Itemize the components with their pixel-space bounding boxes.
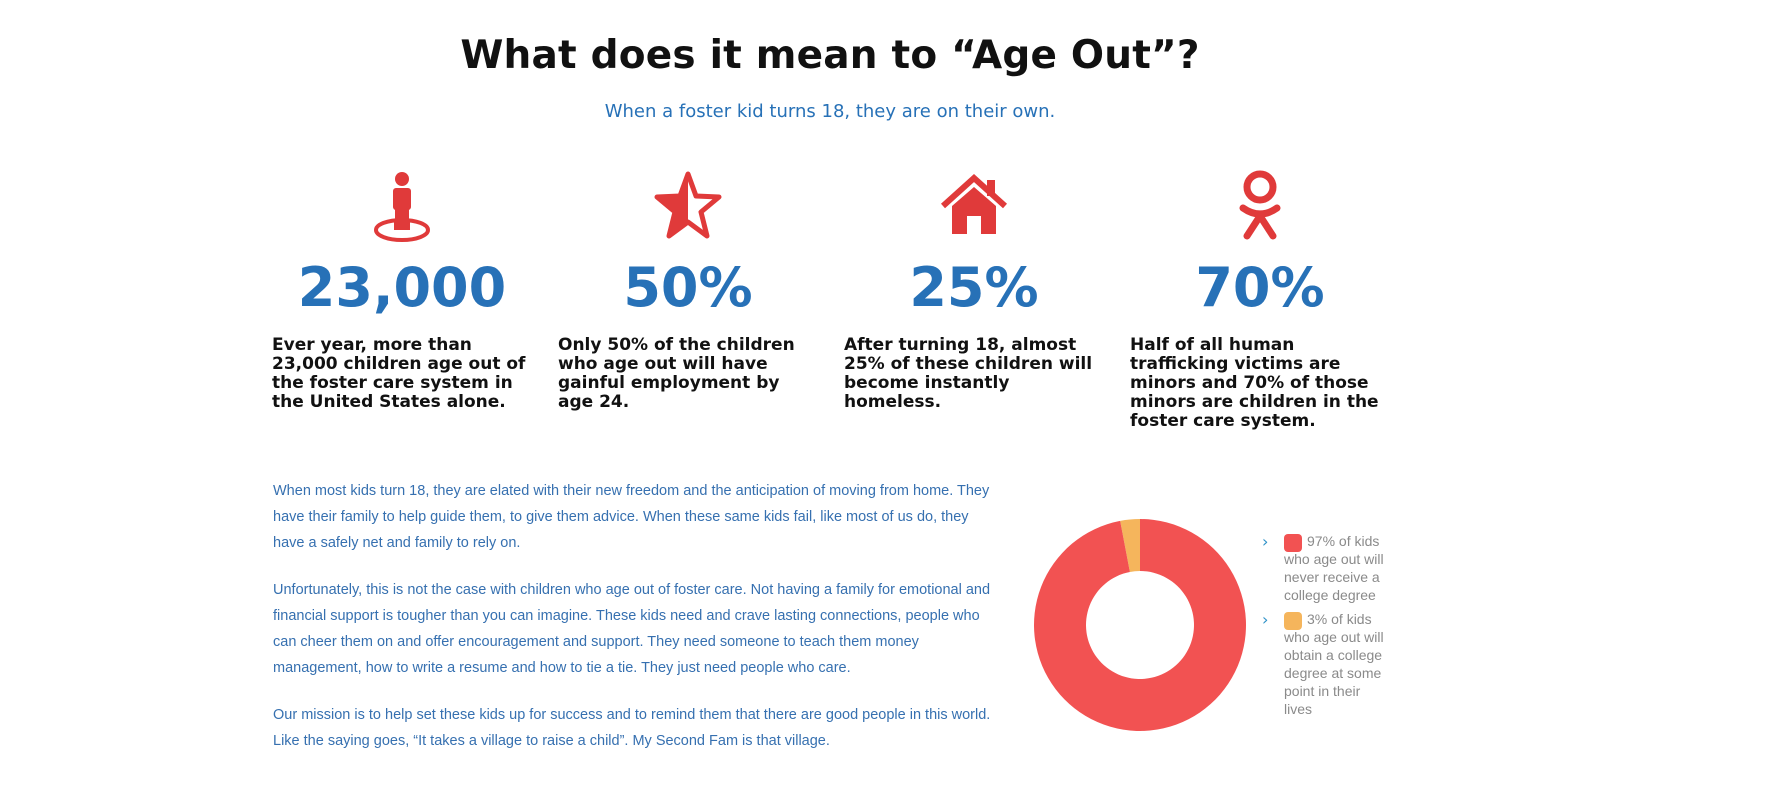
- stat-value: 70%: [1195, 256, 1325, 319]
- page-subtitle: When a foster kid turns 18, they are on …: [604, 101, 1056, 122]
- legend-swatch-red: [1284, 534, 1302, 552]
- stat-description: Ever year, more than 23,000 children age…: [272, 335, 526, 412]
- stat-description: After turning 18, almost 25% of these ch…: [844, 335, 1093, 412]
- legend-label: 97% of kids who age out will never recei…: [1284, 533, 1384, 603]
- donut-slice-1[interactable]: [1120, 519, 1140, 572]
- person-location-icon: [272, 170, 532, 246]
- legend-label: 3% of kids who age out will obtain a col…: [1284, 611, 1384, 717]
- page-title: What does it mean to “Age Out”?: [460, 33, 1200, 78]
- chevron-right-icon: ›: [1262, 532, 1269, 551]
- stat-value: 50%: [623, 256, 753, 319]
- legend-item-no-degree[interactable]: › 97% of kids who age out will never rec…: [1262, 532, 1392, 604]
- legend-item-degree[interactable]: › 3% of kids who age out will obtain a c…: [1262, 610, 1392, 718]
- chevron-right-icon: ›: [1262, 610, 1269, 629]
- home-icon: [844, 170, 1104, 246]
- college-degree-donut-chart: [1034, 519, 1246, 731]
- odnoklassniki-icon: [1130, 170, 1390, 246]
- stat-value: 25%: [909, 256, 1039, 319]
- stat-description: Half of all human trafficking victims ar…: [1130, 335, 1379, 431]
- stat-value: 23,000: [297, 256, 507, 319]
- mission-paragraph: Our mission is to help set these kids up…: [273, 707, 991, 749]
- half-star-icon: [558, 170, 818, 246]
- donut-slice-0[interactable]: [1034, 519, 1246, 731]
- chart-legend: › 97% of kids who age out will never rec…: [1262, 532, 1392, 724]
- intro-paragraph: When most kids turn 18, they are elated …: [273, 483, 990, 551]
- stat-description: Only 50% of the children who age out wil…: [558, 335, 795, 412]
- legend-swatch-orange: [1284, 612, 1302, 630]
- foster-care-paragraph: Unfortunately, this is not the case with…: [273, 582, 991, 676]
